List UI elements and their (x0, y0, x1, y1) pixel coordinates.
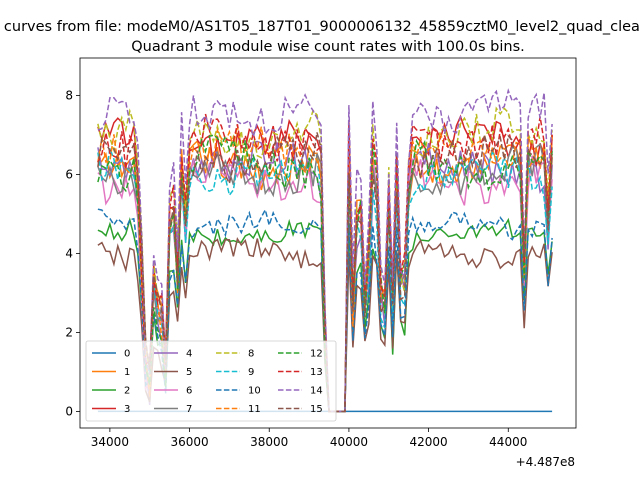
x-tick-label: 34000 (91, 435, 129, 449)
legend-label-0: 0 (124, 349, 130, 360)
legend-label-9: 9 (248, 367, 254, 378)
y-tick-label: 0 (65, 404, 73, 418)
legend-box (85, 340, 337, 422)
legend-label-13: 13 (310, 367, 323, 378)
x-axis-offset-label: +4.487e8 (516, 455, 575, 469)
legend-label-15: 15 (310, 404, 323, 415)
series-line-13 (97, 113, 553, 413)
legend-label-14: 14 (310, 386, 323, 397)
series-line-12 (97, 133, 553, 413)
y-tick-label: 4 (65, 246, 73, 260)
plot-frame (79, 57, 577, 429)
legend-label-11: 11 (248, 404, 261, 415)
chart-title: Quadrant 3 module wise count rates with … (131, 39, 525, 55)
y-tick-label: 8 (65, 89, 73, 103)
x-axis: 34000 36000 38000 40000 42000 44000 (91, 428, 527, 449)
legend-label-8: 8 (248, 349, 254, 360)
x-tick-label: 44000 (489, 435, 527, 449)
legend-label-10: 10 (248, 386, 261, 397)
figure-suptitle: Light curves from file: modeM0/AS1T05_18… (0, 19, 640, 35)
legend-label-7: 7 (186, 404, 192, 415)
legend-label-1: 1 (124, 367, 130, 378)
legend-label-2: 2 (124, 386, 130, 397)
x-tick-label: 40000 (330, 435, 368, 449)
legend-label-3: 3 (124, 404, 130, 415)
y-axis: 0 2 4 6 8 (65, 89, 80, 418)
y-tick-label: 2 (65, 325, 73, 339)
legend-label-12: 12 (310, 349, 323, 360)
legend-label-4: 4 (186, 349, 192, 360)
x-tick-label: 36000 (170, 435, 208, 449)
y-tick-label: 6 (65, 167, 73, 181)
series-line-15 (97, 132, 553, 413)
legend-label-6: 6 (186, 386, 192, 397)
legend-label-5: 5 (186, 367, 192, 378)
x-tick-label: 38000 (250, 435, 288, 449)
x-tick-label: 42000 (410, 435, 448, 449)
